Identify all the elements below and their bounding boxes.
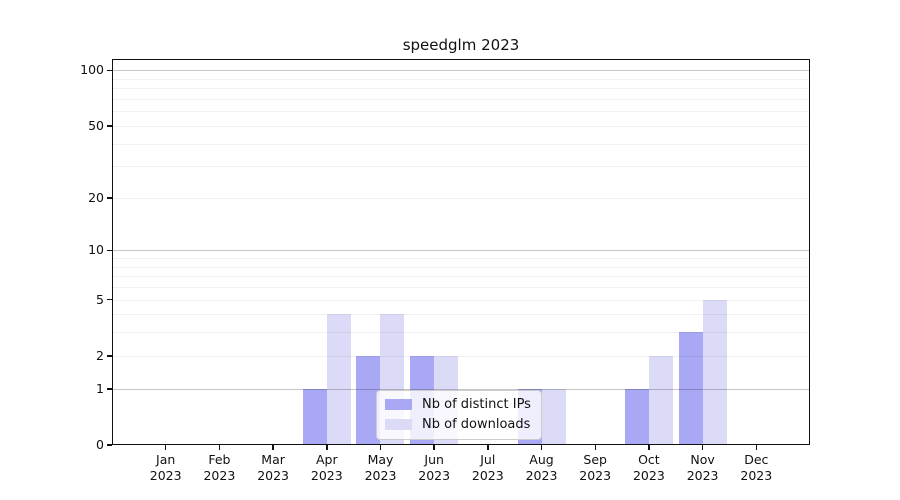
minor-gridline: [112, 78, 810, 80]
minor-gridline: [112, 355, 810, 357]
minor-gridline: [112, 258, 810, 259]
x-axis-tick-label: Feb 2023: [203, 452, 236, 483]
minor-gridline: [112, 166, 810, 168]
minor-gridline: [112, 197, 810, 199]
y-axis-tick-label: 0: [96, 437, 104, 452]
x-axis-tick-label: Apr 2023: [310, 452, 343, 483]
minor-gridline: [112, 332, 810, 334]
minor-gridline: [112, 266, 810, 268]
legend-label-distinct-ips: Nb of distinct IPs: [422, 397, 531, 412]
minor-gridline: [112, 276, 810, 278]
chart-title: speedglm 2023: [402, 36, 520, 54]
y-axis-tick: [107, 69, 112, 71]
bar-distinct-ips: [624, 388, 649, 445]
x-axis-tick: [594, 445, 596, 450]
minor-gridline: [112, 98, 810, 100]
y-axis-tick-label: 5: [96, 291, 104, 307]
x-axis-tick: [433, 445, 435, 450]
y-axis-tick: [107, 125, 112, 127]
x-axis-tick: [326, 445, 328, 450]
x-axis-tick: [648, 445, 650, 450]
x-axis-tick: [487, 445, 489, 450]
x-axis-tick-label: Jul 2023: [471, 452, 504, 483]
minor-gridline: [112, 314, 810, 316]
bar-downloads: [648, 355, 673, 445]
x-axis-tick-label: Aug 2023: [525, 452, 558, 483]
y-axis-tick: [107, 388, 112, 390]
x-axis-tick: [379, 445, 382, 450]
minor-gridline: [112, 143, 810, 145]
x-axis-tick-label: Oct 2023: [632, 452, 665, 483]
x-axis-tick-label: Jan 2023: [149, 452, 182, 483]
x-axis-tick: [701, 445, 704, 450]
legend-label-downloads: Nb of downloads: [422, 417, 531, 432]
y-axis-tick: [107, 298, 112, 301]
x-axis-tick-label: Nov 2023: [686, 452, 719, 483]
x-axis-tick-label: Sep 2023: [579, 452, 612, 483]
legend-item-distinct-ips: Nb of distinct IPs: [385, 397, 531, 412]
minor-gridline: [112, 287, 810, 288]
bar-downloads: [541, 388, 566, 445]
y-axis-tick-label: 10: [88, 242, 104, 258]
legend-item-downloads: Nb of downloads: [385, 417, 531, 432]
bar-distinct-ips: [678, 332, 703, 445]
legend-swatch-distinct-ips: [385, 399, 412, 410]
x-axis-tick-label: May 2023: [364, 452, 397, 483]
minor-gridline: [112, 299, 810, 301]
x-axis-tick: [540, 445, 543, 450]
x-axis-tick-label: Dec 2023: [740, 452, 773, 483]
y-axis-tick-label: 2: [96, 347, 104, 363]
plot-area: [112, 59, 810, 445]
bar-distinct-ips: [302, 388, 327, 445]
y-axis-tick: [107, 249, 112, 251]
x-axis-tick: [755, 445, 758, 450]
legend-swatch-downloads: [385, 419, 412, 430]
y-axis-tick-label: 1: [96, 380, 104, 396]
y-axis-tick: [107, 355, 112, 357]
x-axis-tick: [164, 445, 167, 450]
y-axis-tick-label: 50: [88, 117, 104, 133]
bar-downloads: [326, 314, 351, 445]
y-axis-tick: [107, 197, 112, 199]
minor-gridline: [112, 125, 810, 127]
major-gridline: [112, 70, 810, 72]
y-axis-tick-label: 100: [80, 62, 104, 78]
y-axis-tick: [107, 444, 112, 446]
x-axis-tick-label: Jun 2023: [418, 452, 451, 483]
minor-gridline: [112, 111, 810, 113]
x-axis-tick: [272, 445, 274, 450]
legend: Nb of distinct IPs Nb of downloads: [376, 390, 542, 440]
x-axis-tick: [218, 445, 221, 450]
major-gridline: [112, 388, 810, 390]
bar-downloads: [702, 299, 727, 445]
minor-gridline: [112, 88, 810, 90]
y-axis-tick-label: 20: [88, 189, 104, 205]
major-gridline: [112, 250, 810, 252]
x-axis-tick-label: Mar 2023: [257, 452, 289, 483]
